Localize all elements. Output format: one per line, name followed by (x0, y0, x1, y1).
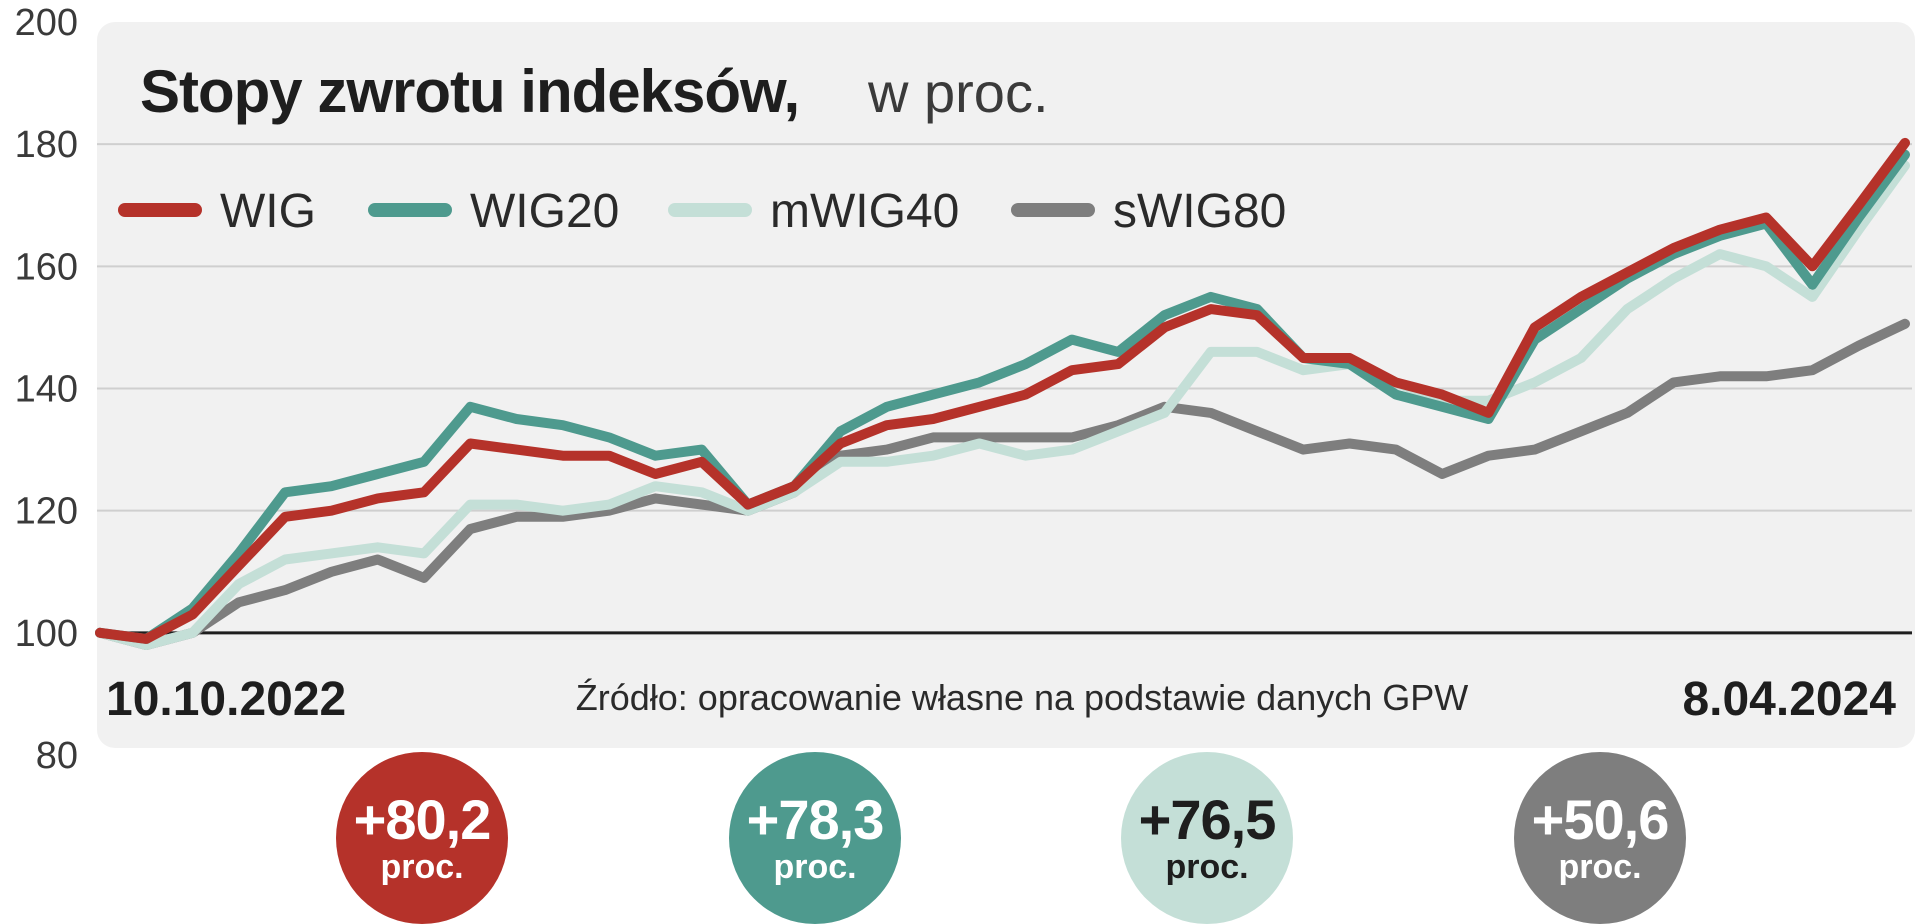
series-line-wig (95, 137, 1910, 644)
y-tick-label: 100 (15, 613, 78, 655)
series-lines (95, 137, 1910, 650)
return-badge: +76,5 proc. (1121, 752, 1293, 924)
x-start-date: 10.10.2022 (106, 673, 346, 726)
legend-label: WIG20 (470, 185, 619, 238)
gridlines (97, 143, 1912, 635)
y-tick-label: 180 (15, 124, 78, 166)
return-badge: +80,2 proc. (336, 752, 508, 924)
badge-unit: proc. (1558, 848, 1642, 886)
badge-unit: proc. (1165, 848, 1249, 886)
y-axis-ticks: 80 100 120 140 160 180 200 (15, 2, 78, 777)
legend-label: WIG (220, 185, 316, 238)
chart-title: Stopy zwrotu indeksów, (140, 58, 799, 125)
y-tick-label: 200 (15, 2, 78, 44)
chart-panel (97, 22, 1915, 748)
series-line-swig80 (95, 318, 1910, 650)
series-line-mwig40 (95, 160, 1910, 650)
y-tick-label: 160 (15, 246, 78, 288)
badge-value: +50,6 (1531, 788, 1670, 851)
badge-value: +80,2 (353, 788, 492, 851)
badge-value: +76,5 (1138, 788, 1277, 851)
y-tick-label: 80 (36, 735, 78, 777)
y-tick-label: 140 (15, 369, 78, 411)
badge-unit: proc. (380, 848, 464, 886)
badge-unit: proc. (773, 848, 857, 886)
chart-subtitle: w proc. (867, 61, 1049, 124)
legend-label: sWIG80 (1113, 185, 1286, 238)
legend: WIG WIG20 mWIG40 sWIG80 (118, 185, 1286, 238)
legend-item-swig80: sWIG80 (1011, 185, 1286, 238)
x-end-date: 8.04.2024 (1682, 673, 1896, 726)
legend-item-wig: WIG (118, 185, 316, 238)
series-line-wig20 (95, 149, 1910, 644)
y-tick-label: 120 (15, 491, 78, 533)
badge-value: +78,3 (746, 788, 885, 851)
return-badge: +78,3 proc. (729, 752, 901, 924)
legend-label: mWIG40 (770, 185, 959, 238)
legend-item-wig20: WIG20 (368, 185, 619, 238)
legend-item-mwig40: mWIG40 (668, 185, 959, 238)
return-badge: +50,6 proc. (1514, 752, 1686, 924)
source-note: Źródło: opracowanie własne na podstawie … (576, 677, 1468, 718)
